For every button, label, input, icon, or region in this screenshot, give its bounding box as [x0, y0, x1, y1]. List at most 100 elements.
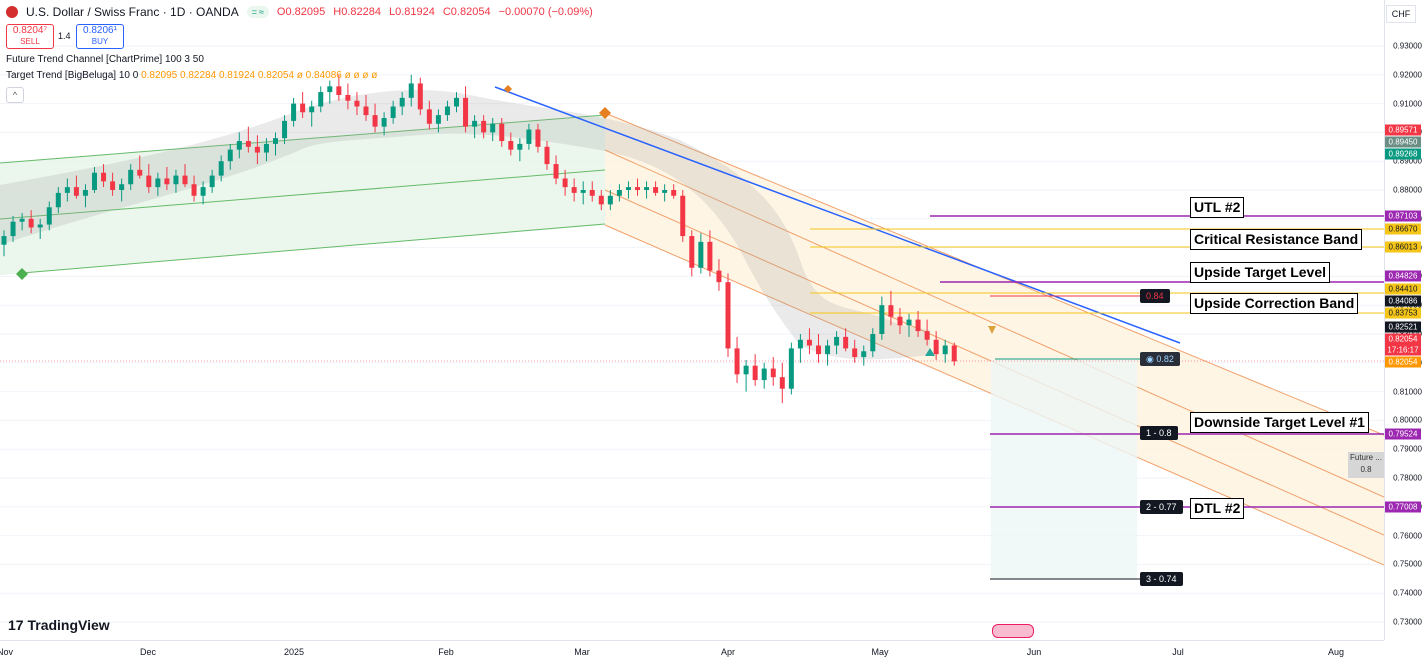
status-pill[interactable]: = ≈: [246, 6, 269, 18]
candle-body: [119, 184, 125, 190]
price-label: 0.82521: [1385, 321, 1421, 333]
candle-body: [182, 175, 188, 185]
candle-body: [417, 83, 423, 110]
candle-body: [797, 339, 803, 349]
candle-body: [110, 181, 116, 190]
orange-channel-mid1: [604, 149, 1384, 498]
price-label: 0.89450: [1385, 136, 1421, 148]
candle-body: [490, 123, 496, 133]
chart-grid: [0, 45, 1384, 623]
green-channel-lower: [21, 223, 606, 274]
collapse-legend-icon[interactable]: ^: [6, 87, 24, 103]
candle-body: [861, 351, 867, 358]
candle-body: [870, 334, 876, 352]
candle-body: [236, 141, 242, 150]
candle-body: [852, 348, 858, 358]
candle-body: [399, 97, 405, 107]
price-label: 0.87103: [1385, 210, 1421, 222]
price-label: 0.82054: [1385, 356, 1421, 368]
candle-body: [526, 129, 532, 144]
candle-body: [19, 218, 25, 222]
annotation-downside-target: Downside Target Level #1: [1190, 412, 1369, 433]
price-tick: 0.79000: [1393, 444, 1422, 454]
green-diamond-marker: [16, 268, 28, 280]
candle-body: [680, 195, 686, 237]
candle-body: [1, 236, 7, 245]
candle-body: [46, 207, 52, 225]
price-chart[interactable]: [0, 0, 1384, 640]
candle-body: [73, 187, 79, 196]
price-label: 0.77008: [1385, 501, 1421, 513]
candle-body: [571, 187, 577, 193]
candle-body: [444, 106, 450, 116]
buy-button[interactable]: 0.8206¹ BUY: [76, 24, 124, 49]
candle-body: [10, 221, 16, 237]
buy-price: 0.8206¹: [83, 25, 117, 36]
candle-body: [951, 345, 957, 362]
candle-body: [28, 218, 34, 228]
time-tick: May: [871, 647, 889, 657]
green-channel-upper: [0, 114, 606, 164]
candle-body: [454, 97, 459, 107]
price-tick: 0.88000: [1393, 185, 1422, 195]
symbol-title[interactable]: U.S. Dollar / Swiss Franc · 1D · OANDA: [26, 5, 239, 19]
candle-body: [644, 187, 650, 190]
events-icon[interactable]: [992, 624, 1034, 638]
candle-body: [544, 146, 550, 165]
candle-body: [345, 94, 351, 101]
orange-diamond-marker: [599, 107, 611, 119]
candle-body: [734, 348, 740, 375]
sell-button[interactable]: 0.8204⁷ SELL: [6, 24, 54, 49]
candle-body: [607, 195, 613, 205]
tradingview-logo: 17 TradingView: [8, 617, 110, 633]
candle-body: [580, 190, 586, 193]
candle-body: [598, 195, 604, 205]
buy-label: BUY: [91, 37, 109, 46]
candle-body: [879, 305, 885, 334]
sell-price: 0.8204⁷: [12, 25, 48, 36]
candle-body: [37, 224, 43, 228]
orange-triangle-marker: [988, 326, 996, 334]
candle-body: [653, 187, 659, 193]
candle-body: [942, 345, 948, 355]
pill-equals: =: [251, 7, 257, 17]
candle-body: [589, 190, 595, 196]
candle-body: [933, 339, 939, 355]
candle-body: [616, 190, 622, 196]
tradingview-logo-text: TradingView: [27, 617, 110, 633]
candlestick-series: [1, 74, 957, 404]
price-label: 0.89571: [1385, 124, 1421, 136]
time-tick: Dec: [139, 647, 157, 657]
orange-diamond-marker-small: [504, 85, 512, 93]
time-tick: Jul: [1172, 647, 1184, 657]
time-axis[interactable]: Nov Dec 2025 Feb Mar Apr May Jun Jul Aug: [0, 640, 1384, 663]
indicator-target-trend[interactable]: Target Trend [BigBeluga] 10 0 0.82095 0.…: [6, 70, 377, 81]
spread-value: 1.4: [58, 31, 71, 41]
indicator-future-trend[interactable]: Future Trend Channel [ChartPrime] 100 3 …: [6, 54, 204, 65]
ohlc-high: H0.82284: [333, 6, 381, 18]
price-axis[interactable]: 0.930000.920000.910000.900000.890000.880…: [1384, 0, 1425, 640]
candle-body: [463, 97, 469, 127]
price-tick: 0.78000: [1393, 473, 1422, 483]
candle-body: [82, 190, 88, 196]
candle-body: [327, 86, 333, 93]
candle-body: [227, 149, 233, 162]
price-tick: 0.93000: [1393, 41, 1422, 51]
candle-body: [716, 270, 722, 283]
ohlc-low: L0.81924: [388, 6, 435, 18]
candle-body: [300, 103, 306, 113]
ohlc-change: −0.00070 (−0.09%): [498, 6, 593, 18]
candle-body: [635, 187, 640, 190]
price-label: 0.84826: [1385, 270, 1421, 282]
candle-body: [245, 141, 251, 147]
candle-body: [499, 123, 505, 142]
candle-body: [906, 319, 912, 326]
candle-body: [562, 178, 568, 188]
candle-body: [363, 106, 369, 116]
price-label: 17:16:17: [1385, 344, 1421, 356]
target-zone-box: [991, 360, 1137, 580]
currency-button[interactable]: CHF: [1386, 5, 1416, 23]
candle-body: [209, 175, 215, 188]
price-tick: 0.75000: [1393, 559, 1422, 569]
candle-body: [101, 172, 107, 182]
